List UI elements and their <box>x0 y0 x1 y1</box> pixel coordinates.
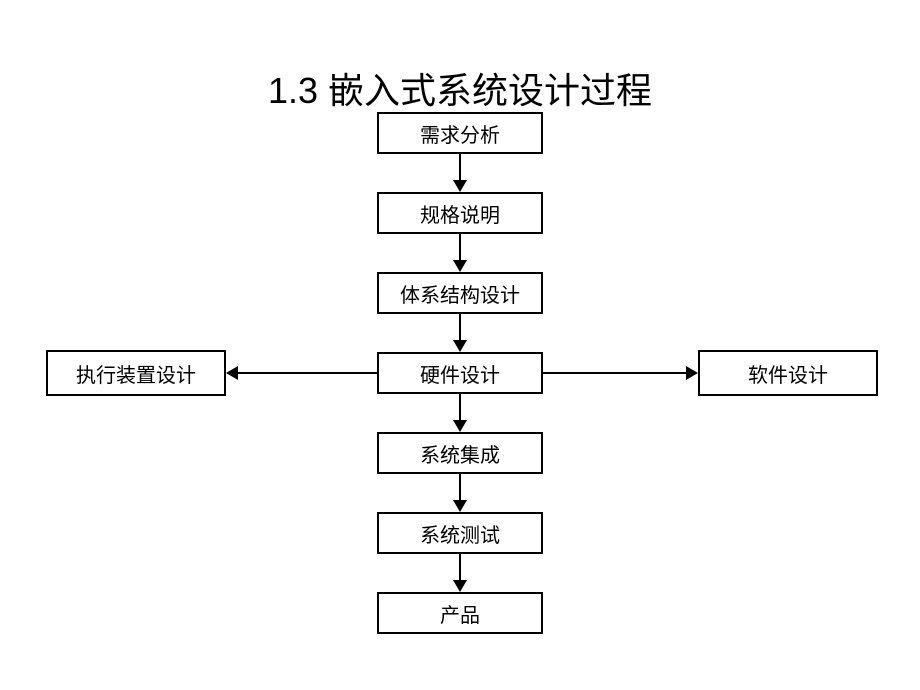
flow-node-arch: 体系结构设计 <box>377 272 543 314</box>
flow-node-prod: 产品 <box>377 592 543 634</box>
arrow-right-line <box>543 372 686 374</box>
arrow-down-2 <box>459 314 461 340</box>
arrow-down-0 <box>459 154 461 180</box>
arrow-down-head-4 <box>453 500 467 512</box>
arrow-down-head-2 <box>453 340 467 352</box>
arrow-down-head-3 <box>453 420 467 432</box>
flow-node-req: 需求分析 <box>377 112 543 154</box>
arrow-down-5 <box>459 554 461 580</box>
arrow-down-head-5 <box>453 580 467 592</box>
page-title: 1.3 嵌入式系统设计过程 <box>0 62 920 114</box>
flow-node-sw: 软件设计 <box>698 350 878 396</box>
arrow-left-head <box>226 366 238 380</box>
arrow-down-3 <box>459 394 461 420</box>
flow-node-exec: 执行装置设计 <box>46 350 226 396</box>
flow-node-spec: 规格说明 <box>377 192 543 234</box>
flow-node-hw: 硬件设计 <box>377 352 543 394</box>
arrow-down-1 <box>459 234 461 260</box>
arrow-down-head-1 <box>453 260 467 272</box>
flow-node-test: 系统测试 <box>377 512 543 554</box>
arrow-left-line <box>238 372 377 374</box>
arrow-down-head-0 <box>453 180 467 192</box>
arrow-right-head <box>686 366 698 380</box>
arrow-down-4 <box>459 474 461 500</box>
flow-node-integ: 系统集成 <box>377 432 543 474</box>
